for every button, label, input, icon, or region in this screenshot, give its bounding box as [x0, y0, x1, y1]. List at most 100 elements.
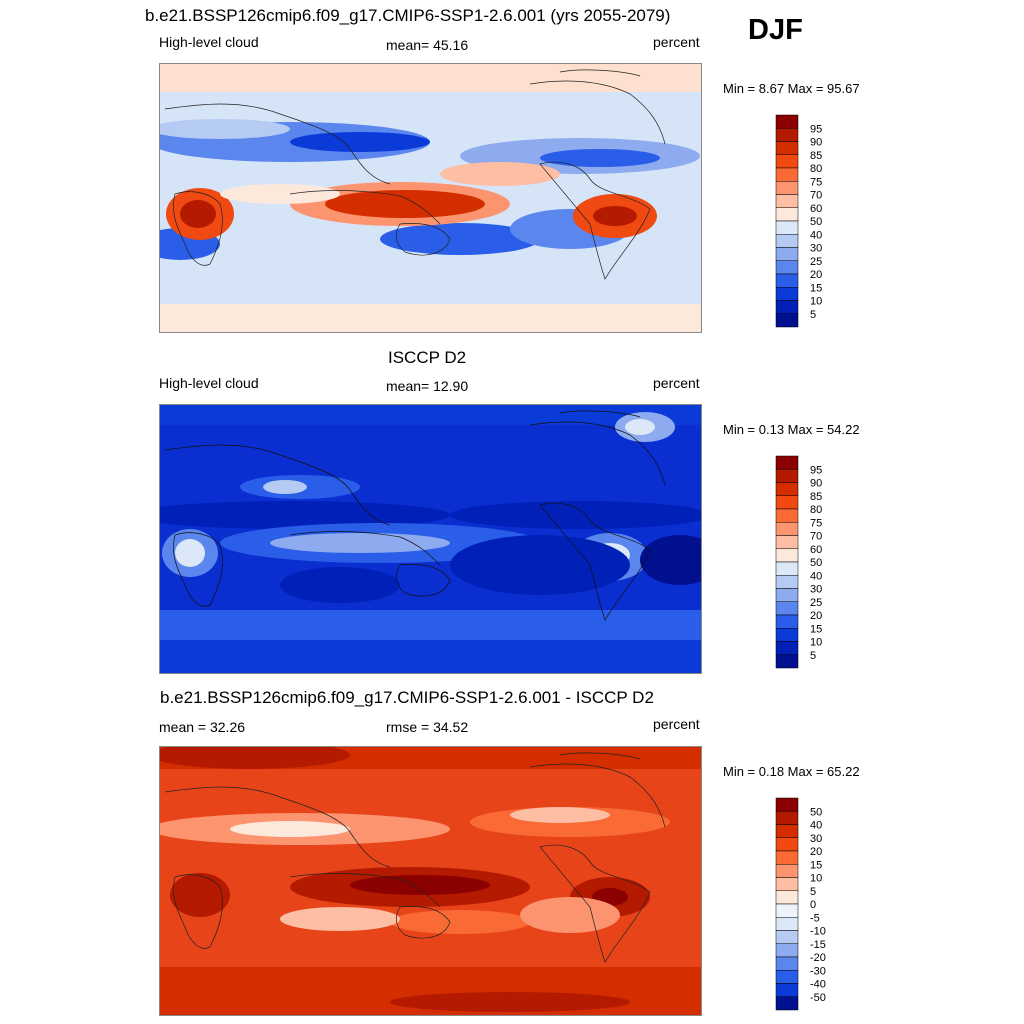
colorbar-swatch — [775, 167, 799, 182]
colorbar-tick-label: 5 — [810, 650, 816, 662]
colorbar-swatch — [775, 970, 799, 984]
rmse-label: rmse = 34.52 — [386, 719, 469, 735]
colorbar-swatch — [775, 903, 799, 918]
colorbar-tick-label: 90 — [810, 478, 822, 490]
colorbar-tick-label: -10 — [810, 926, 826, 938]
contour-region — [450, 501, 701, 529]
panel-title: b.e21.BSSP126cmip6.f09_g17.CMIP6-SSP1-2.… — [145, 6, 671, 25]
colorbar-tick-label: 25 — [810, 597, 822, 609]
colorbar-tick-label: 15 — [810, 282, 822, 294]
variable-label: High-level cloud — [159, 375, 259, 391]
contour-region — [540, 149, 660, 167]
contour-region — [230, 821, 350, 837]
colorbar-tick-label: 40 — [810, 570, 822, 582]
colorbar-tick-label: 15 — [810, 859, 822, 871]
colorbar-swatch — [775, 181, 799, 195]
colorbar-tick-label: 50 — [810, 216, 822, 228]
colorbar-tick-label: 60 — [810, 203, 822, 215]
colorbar-swatch — [775, 850, 799, 865]
colorbar-tick-label: -50 — [810, 992, 826, 1004]
contour-region — [170, 873, 230, 917]
colorbar-swatch — [775, 455, 799, 470]
contour-region — [390, 992, 630, 1012]
contour-region — [175, 539, 205, 567]
colorbar-tick-label: 95 — [810, 464, 822, 476]
colorbar-tick-label: 50 — [810, 806, 822, 818]
colorbar-tick-label: 30 — [810, 584, 822, 596]
colorbar-swatch — [775, 956, 799, 971]
contour-region — [160, 747, 350, 769]
colorbar-swatch — [775, 824, 799, 838]
colorbar-tick-label: 20 — [810, 846, 822, 858]
variable-label: High-level cloud — [159, 34, 259, 50]
mean-label: mean= 12.90 — [386, 378, 469, 394]
contour-region — [520, 897, 620, 933]
contour-region — [380, 223, 540, 255]
colorbar-tick-label: -40 — [810, 979, 826, 991]
contour-region — [390, 910, 530, 934]
panel-title: ISCCP D2 — [388, 348, 467, 367]
colorbar-swatch — [775, 207, 799, 222]
contour-region — [280, 907, 400, 931]
colorbar-swatch — [775, 837, 799, 852]
colorbar-swatch — [775, 247, 799, 261]
colorbar-swatch — [775, 469, 799, 483]
coastlines — [164, 752, 666, 963]
colorbar-tick-label: 30 — [810, 243, 822, 255]
colorbar-tick-label: 70 — [810, 190, 822, 202]
units-label: percent — [653, 716, 700, 732]
colorbar-tick-label: 5 — [810, 309, 816, 321]
colorbar-swatch — [775, 313, 799, 328]
colorbar-swatch — [775, 588, 799, 602]
colorbar-swatch — [775, 234, 799, 248]
colorbar-swatch — [775, 535, 799, 549]
contour-region — [625, 419, 655, 435]
colorbar-tick-label: 80 — [810, 504, 822, 516]
contour-region — [593, 206, 637, 226]
contour-region — [325, 190, 485, 218]
colorbar-tick-label: 30 — [810, 833, 822, 845]
colorbar-swatch — [775, 983, 799, 997]
contour-region — [160, 64, 701, 92]
contour-region — [440, 162, 560, 186]
colorbar-tick-label: 80 — [810, 163, 822, 175]
colorbar-swatch — [775, 811, 799, 825]
contour-region — [160, 119, 290, 139]
map-plot — [159, 63, 702, 333]
colorbar: 95 90 85 80 75 70 60 50 40 30 25 20 15 10 5 — [775, 455, 836, 671]
colorbar-swatch — [775, 287, 799, 301]
colorbar-tick-label: 10 — [810, 296, 822, 308]
colorbar-swatch — [775, 548, 799, 563]
colorbar-tick-label: -30 — [810, 965, 826, 977]
map-plot — [159, 404, 702, 674]
colorbar-swatch — [775, 300, 799, 314]
contour-region — [280, 567, 400, 603]
contour-region — [180, 200, 216, 228]
colorbar-tick-label: 10 — [810, 873, 822, 885]
contour-region — [160, 610, 701, 640]
colorbar: 95 90 85 80 75 70 60 50 40 30 25 20 15 10 5 — [775, 114, 836, 330]
mean-label: mean = 32.26 — [159, 719, 246, 735]
colorbar-swatch — [775, 273, 799, 288]
colorbar-swatch — [775, 260, 799, 275]
colorbar-tick-label: 10 — [810, 637, 822, 649]
contour-region — [510, 807, 610, 823]
minmax-label: Min = 8.67 Max = 95.67 — [723, 81, 860, 96]
colorbar-swatch — [775, 601, 799, 616]
colorbar-swatch — [775, 996, 799, 1011]
coastlines — [164, 69, 666, 280]
colorbar-tick-label: 75 — [810, 176, 822, 188]
contour-region — [263, 480, 307, 494]
colorbar-swatch — [775, 654, 799, 669]
colorbar-swatch — [775, 917, 799, 931]
season-label: DJF — [748, 14, 803, 46]
colorbar-tick-label: 50 — [810, 557, 822, 569]
colorbar-swatch — [775, 864, 799, 878]
colorbar-swatch — [775, 495, 799, 510]
colorbar-swatch — [775, 930, 799, 944]
colorbar-tick-label: 60 — [810, 544, 822, 556]
colorbar-tick-label: 40 — [810, 820, 822, 832]
colorbar-swatch — [775, 614, 799, 629]
colorbar-tick-label: 95 — [810, 123, 822, 135]
colorbar-tick-label: -15 — [810, 939, 826, 951]
